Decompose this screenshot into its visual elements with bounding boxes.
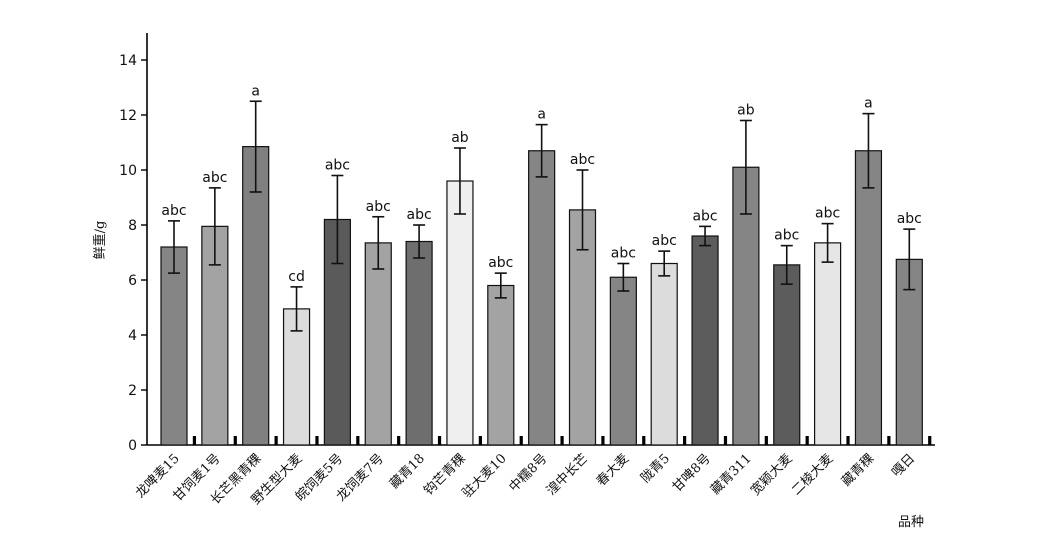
bar bbox=[405, 240, 433, 446]
x-tick bbox=[356, 436, 360, 445]
significance-label: a bbox=[251, 83, 260, 99]
x-tick-label: 藏青311 bbox=[708, 451, 755, 498]
bar bbox=[446, 180, 474, 446]
x-tick bbox=[519, 436, 523, 445]
y-tick-label: 12 bbox=[119, 108, 137, 124]
x-tick-label: 甘啤8号 bbox=[670, 451, 714, 495]
bar bbox=[242, 146, 270, 446]
significance-label: abc bbox=[488, 255, 513, 271]
bar bbox=[364, 242, 392, 446]
x-tick-label: 春大麦 bbox=[594, 451, 632, 489]
y-tick-label: 8 bbox=[128, 218, 137, 234]
significance-label: abc bbox=[325, 158, 350, 174]
bars: abcabcacdabcabcabcababcaabcabcabcabcabab… bbox=[160, 83, 923, 446]
x-tick-label: 嘎日 bbox=[889, 451, 918, 480]
x-tick bbox=[478, 436, 482, 445]
x-tick bbox=[642, 436, 646, 445]
y-tick-label: 4 bbox=[128, 328, 137, 344]
x-tick-label: 驻大麦10 bbox=[460, 451, 510, 501]
bar bbox=[609, 276, 637, 446]
significance-label: abc bbox=[692, 208, 717, 224]
significance-label: abc bbox=[570, 152, 595, 168]
significance-label: cd bbox=[288, 269, 305, 285]
significance-label: abc bbox=[897, 211, 922, 227]
x-tick-label: 宽颖大麦 bbox=[747, 451, 795, 499]
x-tick bbox=[397, 436, 401, 445]
bar bbox=[813, 242, 842, 446]
x-tick bbox=[437, 436, 442, 445]
significance-label: abc bbox=[366, 199, 391, 215]
x-tick bbox=[928, 436, 932, 445]
significance-label: abc bbox=[407, 207, 432, 223]
bar bbox=[691, 235, 719, 446]
significance-label: abc bbox=[774, 228, 799, 244]
x-tick-label: 藏青稞 bbox=[839, 451, 877, 489]
significance-label: a bbox=[537, 107, 546, 123]
bar bbox=[528, 150, 556, 446]
bar bbox=[773, 264, 801, 446]
x-axis-label: 品种 bbox=[898, 515, 924, 530]
x-tick-label: 藏青18 bbox=[387, 451, 428, 492]
significance-label: ab bbox=[451, 130, 469, 146]
x-tick bbox=[315, 436, 319, 445]
x-tick-label: 陇青5 bbox=[638, 451, 673, 486]
significance-label: abc bbox=[161, 203, 186, 219]
x-tick bbox=[233, 436, 237, 445]
y-tick-label: 10 bbox=[119, 163, 137, 179]
significance-label: a bbox=[864, 96, 873, 112]
x-tick-label: 湟中长芒 bbox=[543, 451, 591, 499]
y-tick-label: 6 bbox=[128, 273, 137, 289]
y-tick-label: 14 bbox=[119, 53, 137, 69]
bar bbox=[160, 246, 188, 446]
x-tick bbox=[805, 436, 809, 445]
y-tick-label: 2 bbox=[128, 383, 137, 399]
x-tick bbox=[764, 436, 768, 445]
x-tick bbox=[274, 436, 278, 445]
x-tick bbox=[560, 436, 564, 445]
significance-label: abc bbox=[652, 233, 677, 249]
x-tick bbox=[192, 436, 197, 445]
x-tick bbox=[723, 436, 728, 445]
y-axis-label: 鲜重/g bbox=[92, 221, 108, 260]
y-tick-label: 0 bbox=[128, 438, 137, 454]
significance-label: abc bbox=[815, 206, 840, 222]
bar bbox=[854, 150, 883, 446]
x-tick-label: 二棱大麦 bbox=[788, 451, 836, 499]
significance-label: abc bbox=[202, 170, 227, 186]
x-tick bbox=[601, 436, 605, 445]
bar bbox=[487, 284, 515, 446]
x-tick bbox=[846, 436, 850, 445]
x-tick bbox=[683, 436, 687, 445]
significance-label: ab bbox=[737, 103, 755, 119]
x-tick bbox=[887, 436, 891, 445]
significance-label: abc bbox=[611, 246, 636, 262]
y-axis: 0 2 4 6 8 10 12 14 bbox=[119, 33, 148, 454]
bar bbox=[650, 262, 678, 446]
